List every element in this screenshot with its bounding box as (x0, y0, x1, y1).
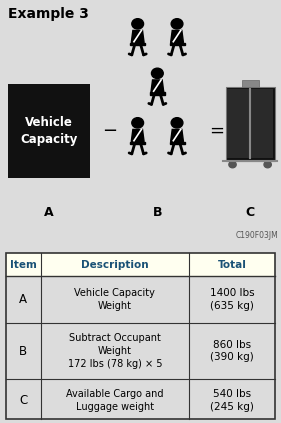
Text: B: B (153, 206, 162, 219)
Polygon shape (130, 142, 145, 145)
Text: Example 3: Example 3 (8, 8, 89, 22)
Bar (227, 89, 249, 158)
Circle shape (132, 19, 144, 29)
Polygon shape (130, 43, 145, 46)
Text: Vehicle Capacity
Weight: Vehicle Capacity Weight (74, 288, 155, 311)
Polygon shape (131, 129, 144, 142)
Text: A: A (44, 206, 54, 219)
Polygon shape (169, 142, 185, 145)
Bar (8, 84, 90, 178)
Text: B: B (19, 344, 27, 357)
Polygon shape (150, 92, 165, 95)
Text: C: C (19, 394, 27, 407)
Text: Vehicle
Capacity: Vehicle Capacity (21, 116, 78, 146)
Circle shape (171, 19, 183, 29)
Circle shape (264, 161, 271, 168)
Text: Total: Total (218, 260, 247, 269)
Polygon shape (131, 30, 144, 43)
Circle shape (229, 161, 236, 168)
Text: 1400 lbs
(635 kg): 1400 lbs (635 kg) (210, 288, 255, 311)
Text: C190F03JM: C190F03JM (235, 231, 278, 240)
Text: 540 lbs
(245 kg): 540 lbs (245 kg) (210, 389, 254, 412)
Bar (225, 87, 275, 161)
Polygon shape (171, 129, 183, 142)
Text: Available Cargo and
Luggage weight: Available Cargo and Luggage weight (66, 389, 164, 412)
Text: C: C (246, 206, 255, 219)
Text: −: − (102, 122, 117, 140)
Text: A: A (19, 293, 27, 306)
Bar (6, 253, 275, 276)
Circle shape (132, 118, 144, 128)
Text: Description: Description (81, 260, 149, 269)
Circle shape (171, 118, 183, 128)
Text: Subtract Occupant
Weight
172 lbs (78 kg) × 5: Subtract Occupant Weight 172 lbs (78 kg)… (68, 333, 162, 369)
Polygon shape (169, 43, 185, 46)
Text: 860 lbs
(390 kg): 860 lbs (390 kg) (210, 340, 254, 363)
Text: Item: Item (10, 260, 37, 269)
Text: =: = (209, 122, 224, 140)
Polygon shape (151, 80, 164, 92)
Polygon shape (171, 30, 183, 43)
Circle shape (151, 68, 163, 79)
Bar (242, 80, 259, 87)
Bar (251, 89, 273, 158)
